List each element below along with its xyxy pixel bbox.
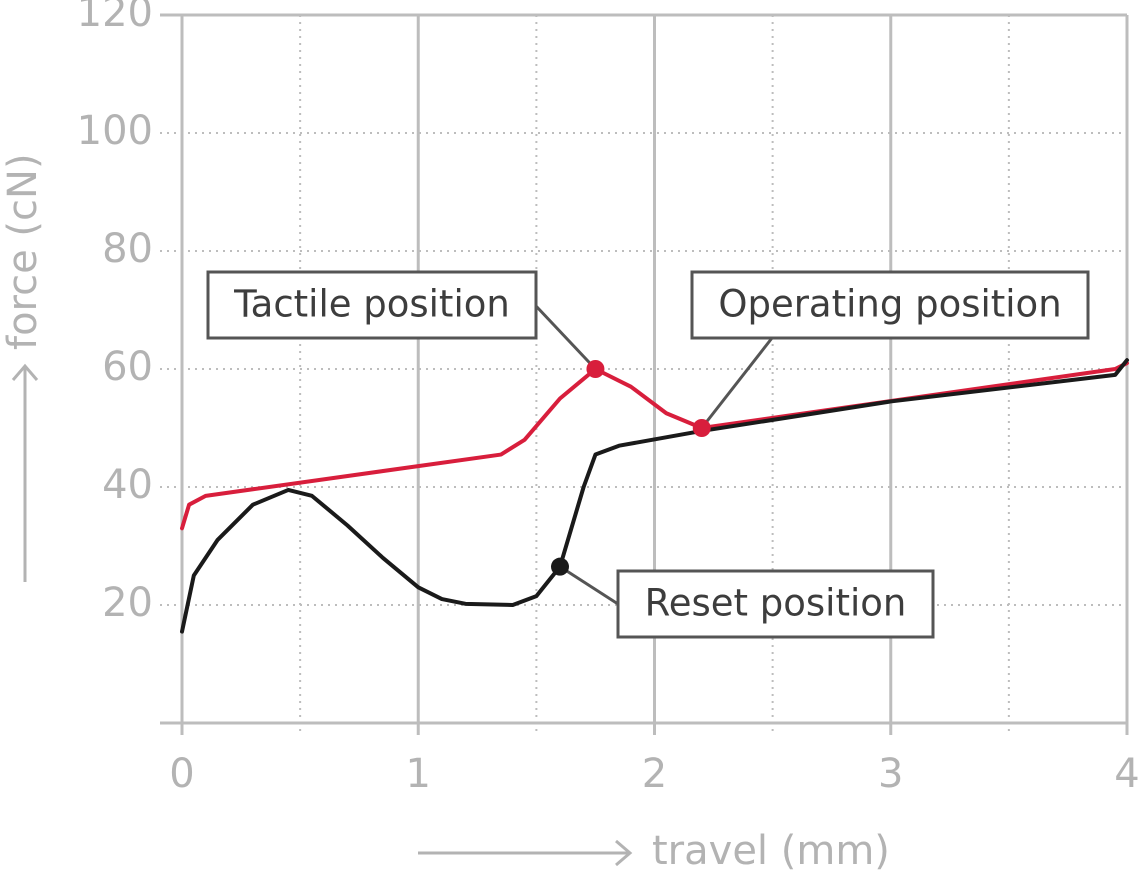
annotation-box — [206, 270, 538, 340]
y-tick-label: 100 — [77, 108, 153, 154]
annotation-text: Tactile position — [233, 283, 510, 326]
x-tick-label: 4 — [1114, 751, 1139, 797]
grid — [160, 13, 1129, 735]
lines — [180, 358, 1129, 634]
annotation-point — [692, 419, 711, 437]
x-tick-label: 2 — [642, 751, 667, 797]
x-arrow-head — [615, 839, 633, 867]
y-axis-title-group: force (cN) — [0, 153, 46, 582]
x-tick-label: 0 — [169, 751, 194, 797]
annotation-text: Reset position — [645, 582, 907, 625]
annotation-text: Operating position — [718, 283, 1061, 326]
y-axis-title: force (cN) — [0, 153, 46, 350]
y-tick-label: 120 — [77, 0, 153, 36]
y-tick-label: 60 — [102, 344, 153, 390]
x-axis-title-group: travel (mm) — [418, 828, 890, 874]
annotations: Tactile position Operating position Reset … — [206, 270, 1090, 639]
series-line — [180, 358, 1129, 634]
y-arrow-head — [11, 363, 39, 381]
y-tick-label: 80 — [102, 226, 153, 272]
annotation-box — [690, 270, 1090, 340]
y-tick-label: 20 — [102, 580, 153, 626]
x-axis-title: travel (mm) — [652, 828, 890, 874]
x-tick-label: 1 — [406, 751, 431, 797]
y-tick-label: 40 — [102, 462, 153, 508]
x-tick-label: 3 — [878, 751, 903, 797]
annotation-point — [551, 557, 569, 576]
annotation-box — [616, 569, 935, 639]
leader-line — [534, 304, 597, 371]
leader-line — [559, 565, 619, 606]
leader-line — [700, 337, 774, 429]
annotation-point — [586, 360, 605, 378]
series-line — [180, 361, 1129, 531]
